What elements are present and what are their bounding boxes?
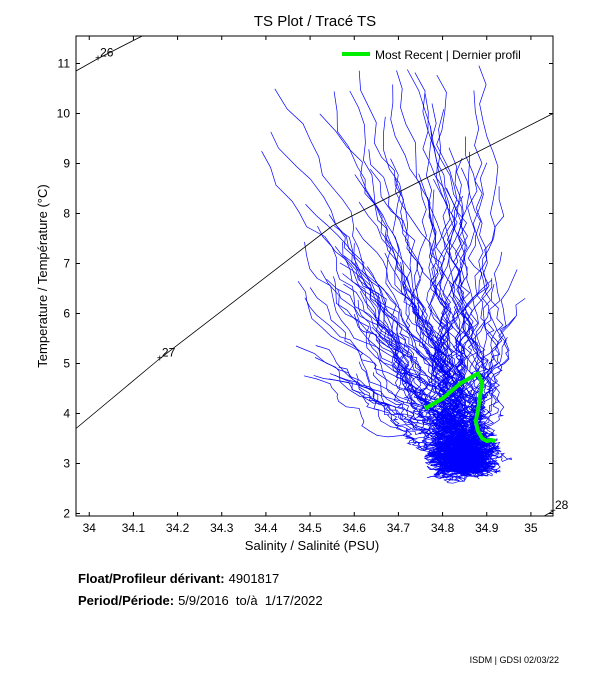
y-tick-label: 2 [63,507,70,521]
y-axis-label: Temperature / Température (°C) [35,184,50,367]
profile-line [390,158,500,474]
x-tick-label: 34.2 [166,521,190,535]
float-label: Float/Profileur dérivant: [78,571,225,586]
most-recent-profile [423,371,497,443]
x-tick-label: 34.8 [431,521,455,535]
profile-line [315,345,456,479]
y-axis-ticks: 2 3 4 5 6 7 8 9 10 11 [57,57,553,521]
profile-line [453,279,500,456]
period-label: Period/Période: [78,593,175,608]
profile-line [470,311,513,463]
x-tick-label: 34.9 [475,521,499,535]
x-axis-ticks: 34 34.1 34.2 34.3 34.4 34.5 34.6 34.7 34.8 34.9 35 [83,36,538,535]
profile-line [357,276,476,463]
y-tick-label: 9 [63,157,70,171]
profile-line [342,273,477,466]
isopycnal-marker: + [157,354,163,365]
x-tick-label: 34.3 [210,521,234,535]
isopycnal-line [76,113,553,429]
profile-line [406,69,476,473]
x-tick-label: 34.5 [298,521,322,535]
x-tick-label: 34.1 [122,521,146,535]
plot-frame [75,35,554,517]
x-tick-label: 34.6 [343,521,367,535]
y-tick-label: 3 [63,457,70,471]
profile-line [452,151,501,461]
profile-line [418,173,499,467]
x-tick-label: 34.7 [387,521,411,535]
legend-label: Most Recent | Dernier profil [375,48,521,62]
float-value: 4901817 [228,571,280,586]
isopycnal-label: 26 [100,46,114,60]
y-tick-label: 10 [57,107,71,121]
historical-profiles [261,65,526,484]
y-tick-label: 11 [58,57,71,71]
x-tick-label: 34.4 [254,521,278,535]
y-tick-label: 4 [63,407,70,421]
y-tick-label: 7 [63,257,70,271]
isopycnal-marker: + [95,54,101,65]
y-tick-label: 6 [63,307,70,321]
profile-line [427,196,482,464]
period-value: 5/9/2016 to/à 1/17/2022 [178,593,323,608]
legend: Most Recent | Dernier profil [342,48,521,62]
isopycnal-label: 27 [162,346,176,360]
isopycnal-line [544,510,553,516]
isopycnal-marker: + [550,506,556,517]
x-axis-label: Salinity / Salinité (PSU) [245,538,379,553]
recent-profile-line [423,371,497,443]
isopycnal-lines [76,36,553,516]
y-tick-label: 8 [63,207,70,221]
period-info: Period/Période: 5/9/2016 to/à 1/17/2022 [78,593,323,608]
profile-line [430,316,516,467]
footer-credit: ISDM | GDSI 02/03/22 [469,655,559,665]
chart-title: TS Plot / Tracé TS [254,13,376,30]
isopycnal-label: 28 [555,498,569,512]
isopycnal-line [76,36,143,72]
float-info: Float/Profileur dérivant: 4901817 [78,571,279,586]
x-tick-label: 35 [524,521,538,535]
x-tick-label: 34 [83,521,97,535]
y-tick-label: 5 [63,357,70,371]
